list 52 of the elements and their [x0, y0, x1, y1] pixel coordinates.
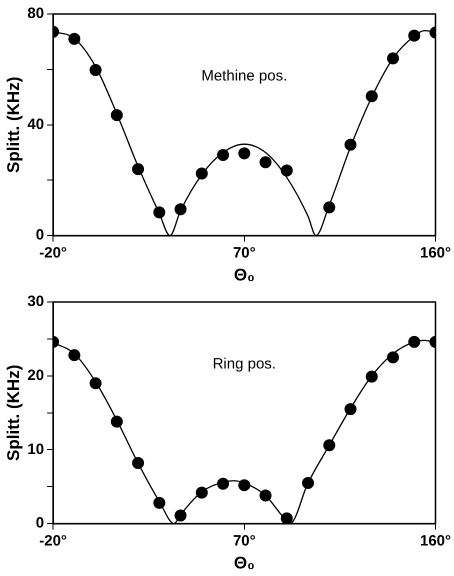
- point: [302, 476, 314, 489]
- y-tick-label: 30: [27, 293, 44, 310]
- point: [238, 147, 250, 160]
- x-tick-label: -20°: [39, 244, 67, 262]
- point: [90, 377, 102, 390]
- y-tick-label: 20: [27, 367, 44, 384]
- x-tick-label: 70°: [232, 532, 256, 550]
- y-tick-label: 40: [27, 116, 44, 133]
- point: [260, 490, 272, 502]
- point: [408, 336, 420, 348]
- point: [217, 478, 230, 490]
- point: [110, 416, 123, 428]
- point: [217, 148, 230, 161]
- point: [174, 203, 187, 216]
- x-axis-title: Θ₀: [234, 265, 255, 284]
- point: [132, 457, 144, 470]
- x-tick-label: 70°: [232, 244, 256, 262]
- point: [153, 496, 166, 509]
- annotation: Ring pos.: [212, 355, 276, 372]
- point: [280, 512, 293, 524]
- point: [196, 486, 208, 499]
- point: [408, 30, 420, 42]
- point: [344, 403, 357, 416]
- y-axis-title: Splitt. (KHz): [4, 364, 23, 461]
- y-tick-label: 80: [27, 5, 44, 22]
- point: [366, 90, 378, 102]
- x-tick-label: 160°: [420, 244, 452, 262]
- point: [260, 156, 272, 168]
- point: [196, 168, 208, 180]
- point: [90, 64, 102, 76]
- y-axis-title: Splitt. (KHz): [4, 76, 23, 173]
- y-tick-label: 0: [36, 226, 44, 244]
- x-axis-title: Θ₀: [234, 553, 255, 572]
- annotation: Methine pos.: [201, 67, 288, 84]
- point: [280, 164, 293, 177]
- point: [323, 201, 336, 214]
- point: [132, 163, 144, 176]
- point: [153, 206, 166, 218]
- point: [344, 138, 357, 151]
- point: [387, 52, 399, 64]
- point: [174, 509, 187, 522]
- point: [323, 439, 336, 452]
- point: [238, 479, 250, 492]
- x-tick-label: -20°: [39, 532, 67, 550]
- point: [68, 349, 80, 362]
- x-tick-label: 160°: [420, 532, 452, 550]
- point: [68, 32, 80, 45]
- y-tick-label: 10: [27, 440, 44, 458]
- y-tick-label: 0: [36, 514, 44, 532]
- point: [387, 351, 399, 364]
- point: [366, 370, 378, 383]
- point: [110, 109, 123, 122]
